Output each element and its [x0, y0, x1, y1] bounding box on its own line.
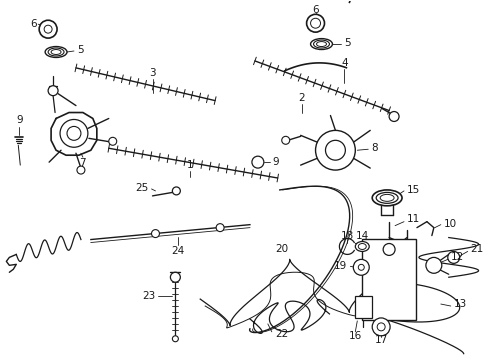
Text: 24: 24: [171, 247, 184, 256]
Circle shape: [447, 251, 459, 264]
Text: 10: 10: [443, 219, 456, 229]
Circle shape: [44, 25, 52, 33]
Circle shape: [216, 224, 224, 231]
Circle shape: [358, 264, 364, 270]
Circle shape: [60, 120, 88, 147]
Circle shape: [310, 18, 320, 28]
Ellipse shape: [48, 48, 64, 56]
Text: 2: 2: [298, 93, 305, 103]
Text: 19: 19: [333, 261, 346, 271]
Ellipse shape: [316, 41, 326, 46]
Circle shape: [151, 230, 159, 238]
Ellipse shape: [355, 242, 368, 251]
Text: 14: 14: [355, 230, 368, 240]
Text: 8: 8: [370, 143, 377, 153]
Circle shape: [383, 243, 394, 255]
Circle shape: [388, 112, 398, 121]
Circle shape: [251, 156, 264, 168]
Circle shape: [281, 136, 289, 144]
Ellipse shape: [51, 50, 61, 54]
Circle shape: [170, 272, 180, 282]
Circle shape: [315, 130, 355, 170]
Text: 21: 21: [469, 244, 483, 255]
FancyBboxPatch shape: [354, 296, 371, 319]
Text: 1: 1: [186, 160, 193, 170]
Circle shape: [172, 336, 178, 342]
Text: 7: 7: [80, 158, 86, 168]
Circle shape: [353, 260, 368, 275]
Ellipse shape: [310, 39, 332, 50]
Circle shape: [371, 318, 389, 336]
Text: 4: 4: [340, 58, 347, 68]
Circle shape: [108, 137, 117, 145]
Text: 22: 22: [274, 329, 287, 339]
Circle shape: [425, 257, 441, 273]
Circle shape: [67, 126, 81, 140]
Circle shape: [48, 86, 58, 96]
Text: 5: 5: [77, 45, 83, 55]
Text: 17: 17: [374, 335, 387, 345]
Circle shape: [376, 323, 385, 331]
Text: 23: 23: [142, 291, 155, 301]
Text: 3: 3: [149, 68, 156, 78]
Ellipse shape: [358, 243, 366, 249]
Text: 6: 6: [312, 5, 318, 15]
Ellipse shape: [313, 40, 329, 48]
Circle shape: [39, 20, 57, 38]
Text: 9: 9: [16, 116, 22, 126]
Text: 5: 5: [344, 38, 350, 48]
Text: 20: 20: [275, 244, 288, 255]
Ellipse shape: [45, 46, 67, 58]
Text: 9: 9: [272, 157, 279, 167]
Text: 15: 15: [406, 185, 419, 195]
Text: 18: 18: [340, 230, 353, 240]
Ellipse shape: [375, 192, 397, 203]
Text: 25: 25: [135, 183, 148, 193]
Circle shape: [172, 187, 180, 195]
Ellipse shape: [379, 194, 393, 201]
Circle shape: [306, 14, 324, 32]
Text: 11: 11: [406, 214, 419, 224]
Circle shape: [325, 140, 345, 160]
Text: 6: 6: [30, 19, 37, 29]
Text: 16: 16: [348, 331, 361, 341]
FancyBboxPatch shape: [362, 239, 415, 320]
Text: 13: 13: [453, 299, 466, 309]
Ellipse shape: [371, 190, 401, 206]
Circle shape: [77, 166, 85, 174]
Text: 12: 12: [450, 252, 463, 262]
